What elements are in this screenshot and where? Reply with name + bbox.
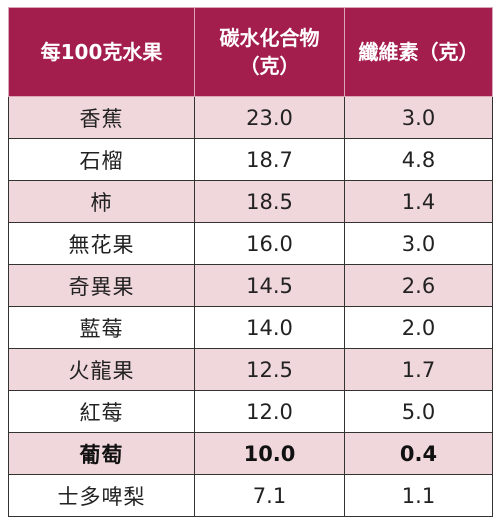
cell-carbs: 12.0 xyxy=(194,390,345,433)
cell-fruit: 藍莓 xyxy=(8,306,195,349)
cell-fruit: 紅莓 xyxy=(8,390,195,433)
cell-fiber: 1.7 xyxy=(344,348,493,391)
header-carbs-label-line1: 碳水化合物 xyxy=(219,26,320,50)
cell-fiber: 5.0 xyxy=(344,390,493,433)
cell-carbs: 16.0 xyxy=(194,222,345,265)
table-row: 奇異果 14.5 2.6 xyxy=(8,264,493,307)
cell-fiber: 3.0 xyxy=(344,222,493,265)
cell-carbs: 10.0 xyxy=(194,432,345,475)
header-fruit-label: 每100克水果 xyxy=(40,40,163,64)
cell-fruit: 士多啤梨 xyxy=(8,474,195,517)
header-fruit: 每100克水果 xyxy=(8,7,195,97)
cell-fruit: 柿 xyxy=(8,180,195,223)
cell-fiber: 2.0 xyxy=(344,306,493,349)
table-row: 士多啤梨 7.1 1.1 xyxy=(8,474,493,517)
table-row: 柿 18.5 1.4 xyxy=(8,180,493,223)
cell-fiber: 1.4 xyxy=(344,180,493,223)
cell-fiber: 3.0 xyxy=(344,96,493,139)
fruit-carb-fiber-table: 每100克水果 碳水化合物 （克） 纖維素（克） 香蕉 23.0 3.0 石榴 … xyxy=(8,7,493,517)
table-row: 紅莓 12.0 5.0 xyxy=(8,390,493,433)
table-row: 香蕉 23.0 3.0 xyxy=(8,96,493,139)
cell-carbs: 12.5 xyxy=(194,348,345,391)
cell-carbs: 18.5 xyxy=(194,180,345,223)
table-row: 藍莓 14.0 2.0 xyxy=(8,306,493,349)
table-body: 香蕉 23.0 3.0 石榴 18.7 4.8 柿 18.5 1.4 無花果 1… xyxy=(8,96,493,517)
table-header: 每100克水果 碳水化合物 （克） 纖維素（克） xyxy=(8,7,493,97)
cell-carbs: 7.1 xyxy=(194,474,345,517)
cell-fruit: 無花果 xyxy=(8,222,195,265)
table-row: 石榴 18.7 4.8 xyxy=(8,138,493,181)
cell-carbs: 23.0 xyxy=(194,96,345,139)
cell-fiber: 2.6 xyxy=(344,264,493,307)
header-fiber-label: 纖維素（克） xyxy=(358,40,479,64)
cell-carbs: 14.0 xyxy=(194,306,345,349)
nutrition-table-container: 每100克水果 碳水化合物 （克） 纖維素（克） 香蕉 23.0 3.0 石榴 … xyxy=(8,7,493,522)
cell-fruit: 奇異果 xyxy=(8,264,195,307)
cell-fiber: 0.4 xyxy=(344,432,493,475)
header-row: 每100克水果 碳水化合物 （克） 纖維素（克） xyxy=(8,7,493,97)
table-row: 火龍果 12.5 1.7 xyxy=(8,348,493,391)
table-row-highlighted: 葡萄 10.0 0.4 xyxy=(8,432,493,475)
cell-carbs: 18.7 xyxy=(194,138,345,181)
header-fiber: 纖維素（克） xyxy=(344,7,493,97)
cell-carbs: 14.5 xyxy=(194,264,345,307)
cell-fruit: 石榴 xyxy=(8,138,195,181)
cell-fruit: 火龍果 xyxy=(8,348,195,391)
cell-fiber: 4.8 xyxy=(344,138,493,181)
header-carbs: 碳水化合物 （克） xyxy=(194,7,345,97)
cell-fruit: 葡萄 xyxy=(8,432,195,475)
cell-fruit: 香蕉 xyxy=(8,96,195,139)
header-carbs-label-line2: （克） xyxy=(239,54,300,78)
cell-fiber: 1.1 xyxy=(344,474,493,517)
table-row: 無花果 16.0 3.0 xyxy=(8,222,493,265)
